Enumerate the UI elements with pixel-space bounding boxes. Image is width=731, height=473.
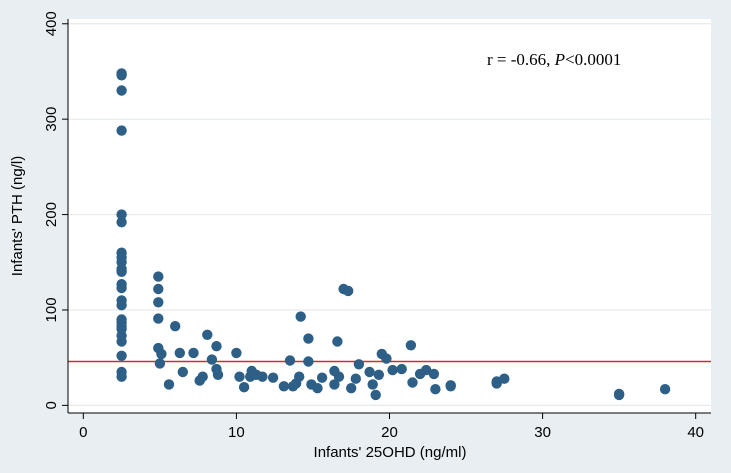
data-point (284, 355, 296, 366)
y-tick-label: 200 (43, 202, 60, 227)
data-point (174, 347, 185, 359)
data-point (267, 372, 279, 383)
data-point (156, 348, 167, 360)
data-point (257, 371, 268, 382)
data-point (116, 70, 127, 81)
data-point (346, 383, 357, 394)
data-point (206, 354, 218, 365)
data-point (211, 341, 222, 352)
x-tick-label: 20 (381, 424, 398, 441)
data-point (303, 333, 314, 344)
data-point (163, 379, 175, 390)
y-tick-label: 400 (43, 11, 60, 36)
y-axis-ticks: 0 100 200 300 400 (43, 11, 68, 410)
data-point (373, 369, 384, 380)
data-point (177, 366, 188, 378)
data-point (278, 381, 290, 392)
data-point (367, 379, 378, 390)
data-point (116, 125, 127, 136)
data-point (329, 379, 340, 390)
data-point (333, 371, 345, 382)
data-point (659, 384, 671, 395)
x-tick-label: 40 (687, 424, 704, 441)
plot-area (68, 19, 711, 413)
y-axis-title: Infants' PTH (ng/l) (9, 156, 26, 276)
data-point (212, 369, 224, 380)
data-point (407, 377, 418, 388)
data-point (188, 347, 199, 359)
data-point (332, 336, 343, 347)
data-point (421, 364, 432, 376)
data-point (428, 368, 440, 380)
data-point (116, 209, 127, 220)
x-axis-ticks: 0 10 20 30 40 (79, 413, 704, 441)
x-tick-label: 10 (228, 424, 245, 441)
data-point (116, 266, 127, 277)
data-point (116, 217, 127, 228)
data-point (153, 313, 164, 324)
data-point (387, 364, 398, 376)
data-point (116, 85, 127, 96)
data-point (613, 389, 625, 401)
y-tick-label: 100 (43, 297, 60, 322)
y-tick-label: 300 (43, 107, 60, 132)
x-tick-label: 0 (79, 424, 87, 441)
data-point (350, 373, 361, 384)
data-point (170, 321, 181, 332)
data-point (445, 381, 456, 392)
data-points (116, 68, 671, 401)
correlation-annotation: r = -0.66, P<0.0001 (487, 50, 621, 69)
data-point (499, 373, 510, 384)
data-point (116, 350, 127, 361)
correlation-text: r = -0.66, (487, 50, 555, 69)
x-tick-label: 30 (534, 424, 551, 441)
data-point (234, 371, 245, 382)
data-point (202, 329, 213, 340)
data-point (154, 358, 166, 369)
data-point (197, 371, 208, 382)
data-point (381, 353, 392, 364)
data-point (153, 271, 164, 282)
data-point (312, 383, 323, 394)
data-point (238, 382, 250, 393)
data-point (430, 384, 441, 395)
data-point (370, 389, 381, 401)
data-point (116, 371, 127, 382)
data-point (396, 363, 407, 375)
data-point (295, 311, 306, 322)
data-point (153, 297, 164, 308)
data-point (353, 359, 365, 370)
data-point (116, 300, 127, 311)
y-tick-label: 0 (43, 401, 60, 409)
grid-lines (68, 23, 711, 406)
x-axis-title: Infants' 25OHD (ng/ml) (314, 444, 467, 461)
data-point (116, 282, 127, 294)
p-value-label: P (554, 50, 565, 69)
p-value-text: <0.0001 (565, 50, 621, 69)
data-point (116, 336, 127, 347)
data-point (343, 285, 354, 297)
data-point (294, 371, 305, 382)
data-point (303, 356, 314, 367)
data-point (153, 283, 164, 295)
data-point (316, 372, 328, 383)
data-point (364, 366, 375, 378)
data-point (405, 340, 417, 351)
data-point (231, 347, 242, 359)
